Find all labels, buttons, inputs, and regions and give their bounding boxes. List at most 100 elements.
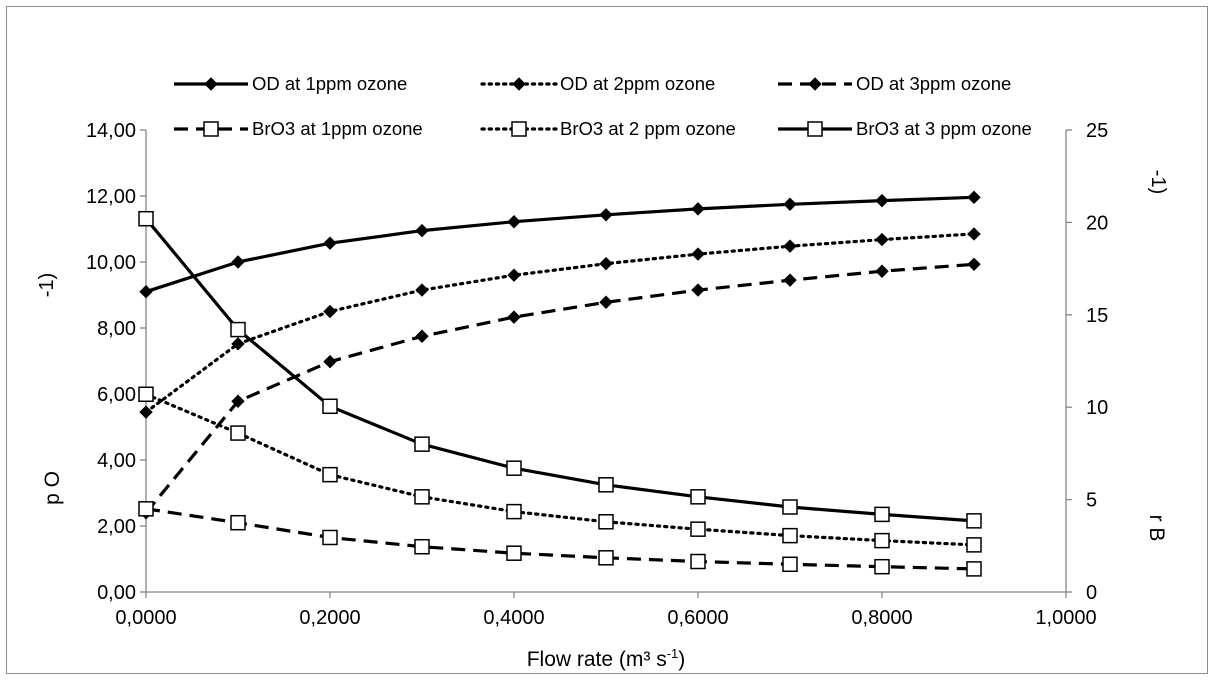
x-tick-label: 1,0000 xyxy=(1035,607,1096,629)
series-6-point xyxy=(782,499,798,515)
x-axis-title: Flow rate (m³ s-1) xyxy=(527,646,686,671)
y-right-tick-label: 5 xyxy=(1086,490,1097,512)
series-6-point xyxy=(138,210,154,227)
series-2-point xyxy=(323,304,337,319)
y-left-tick-label: 12,00 xyxy=(86,186,136,208)
series-line-3 xyxy=(144,262,975,514)
legend-square-marker xyxy=(807,121,823,137)
series-1-point xyxy=(599,208,613,222)
series-3-point xyxy=(691,283,705,297)
y-right-tick-label: 20 xyxy=(1086,212,1108,234)
x-tick-label: 0,4000 xyxy=(483,607,544,629)
series-5-point xyxy=(322,466,338,483)
series-4-point xyxy=(966,561,982,577)
legend-diamond-marker xyxy=(204,77,218,91)
series-1-point xyxy=(967,190,981,205)
series-4-point xyxy=(690,553,706,570)
legend-item-1: OD at 1ppm ozone xyxy=(174,73,407,94)
series-6-point xyxy=(966,513,982,529)
series-3-point xyxy=(415,329,429,343)
y-right-tick-label: 25 xyxy=(1086,120,1108,142)
series-6-point xyxy=(874,506,890,523)
series-4-point xyxy=(874,558,890,575)
y-right-axis-title: r B xyxy=(1145,515,1168,542)
legend-item-4: BrO3 at 1ppm ozone xyxy=(174,118,423,139)
series-2-point xyxy=(599,256,613,271)
series-6-point xyxy=(230,321,246,338)
y-left-tick-label: 0,00 xyxy=(97,582,136,604)
series-5-point xyxy=(506,503,522,520)
series-3-point xyxy=(599,295,613,309)
legend-label: BrO3 at 3 ppm ozone xyxy=(856,118,1032,139)
series-3-point xyxy=(783,273,797,287)
legend-item-5: BrO3 at 2 ppm ozone xyxy=(480,118,736,139)
series-5-point xyxy=(690,521,706,537)
x-tick-label: 0,2000 xyxy=(299,607,360,629)
y-left-tick-label: 2,00 xyxy=(97,516,136,538)
y-left-tick-label: 6,00 xyxy=(97,384,136,406)
axis-titles-group: Flow rate (m³ s-1) p O -1) r B -1) xyxy=(36,170,1169,671)
series-line-5 xyxy=(144,392,976,547)
series-3-point xyxy=(967,257,981,272)
series-2-point xyxy=(691,247,705,261)
series-4-point xyxy=(506,545,522,561)
y-left-tick-label: 4,00 xyxy=(97,450,136,472)
series-2-point xyxy=(139,405,153,419)
legend-square-marker xyxy=(203,121,219,137)
legend-item-2: OD at 2ppm ozone xyxy=(480,73,715,94)
series-5-point xyxy=(966,537,982,553)
series-5-point xyxy=(782,527,798,544)
legend-label: BrO3 at 2 ppm ozone xyxy=(560,118,736,139)
y-left-tick-label: 14,00 xyxy=(86,120,136,142)
x-tick-label: 0,0000 xyxy=(115,607,176,629)
series-1-point xyxy=(323,236,337,250)
legend-label: BrO3 at 1ppm ozone xyxy=(252,118,423,139)
series-line-1 xyxy=(145,195,975,294)
series-1-point xyxy=(507,215,521,229)
series-line-2 xyxy=(144,232,976,414)
series-1-point xyxy=(415,223,429,238)
x-tick-label: 0,8000 xyxy=(851,607,912,629)
y-left-axis-title-fragment: -1) xyxy=(36,273,58,297)
series-line-6 xyxy=(144,217,975,523)
series-5-point xyxy=(414,489,430,505)
series-4-point xyxy=(414,538,430,555)
legend-square-marker xyxy=(511,121,527,137)
y-left-tick-label: 8,00 xyxy=(97,318,136,340)
series-5-point xyxy=(138,386,154,403)
series-3-point xyxy=(507,310,521,324)
legend-diamond-marker xyxy=(808,77,822,91)
series-2-point xyxy=(415,283,429,297)
series-2-point xyxy=(231,337,245,351)
series-6-point xyxy=(690,489,706,505)
series-2-point xyxy=(967,227,981,241)
series-3-point xyxy=(875,264,889,278)
series-4-point xyxy=(138,501,154,517)
series-1-point xyxy=(691,202,705,216)
ticks-group: 0,00 2,00 4,00 6,00 8,00 10,00 12,00 14,00 0 5 10 1… xyxy=(86,120,1108,629)
y-left-axis-title: p O xyxy=(41,471,64,505)
series-6-point xyxy=(506,460,522,476)
series-lines-group xyxy=(144,195,976,571)
series-2-point xyxy=(507,268,521,282)
series-5-point xyxy=(230,425,246,441)
legend-label: OD at 2ppm ozone xyxy=(560,73,715,94)
legend-label: OD at 1ppm ozone xyxy=(252,73,407,94)
series-line-4 xyxy=(145,507,975,571)
series-1-point xyxy=(783,197,797,211)
y-left-tick-label: 10,00 xyxy=(86,252,136,274)
series-4-point xyxy=(782,556,798,573)
y-right-tick-label: 10 xyxy=(1086,397,1108,419)
series-4-point xyxy=(598,550,614,566)
series-4-point xyxy=(230,514,246,531)
legend: OD at 1ppm ozone OD at 2ppm ozone OD at 3p… xyxy=(174,73,1032,139)
legend-item-3: OD at 3ppm ozone xyxy=(778,73,1011,94)
legend-diamond-marker xyxy=(512,77,526,91)
series-markers-group xyxy=(138,190,982,577)
series-3-point xyxy=(231,394,245,408)
series-3-point xyxy=(323,354,337,369)
series-2-point xyxy=(783,239,797,253)
y-right-tick-label: 15 xyxy=(1086,305,1108,327)
series-1-point xyxy=(875,193,889,208)
